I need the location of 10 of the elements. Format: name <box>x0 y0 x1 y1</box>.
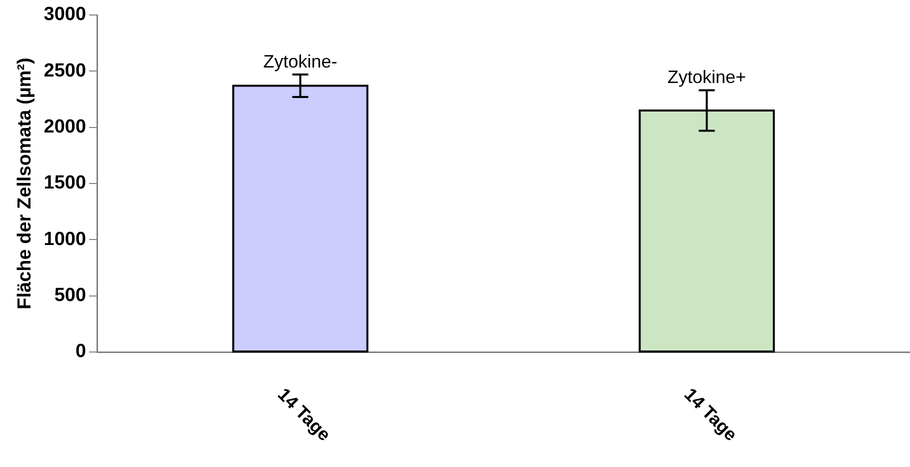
y-tick-label: 2500 <box>44 60 86 82</box>
y-tick-label: 1500 <box>44 172 86 194</box>
series-label: Zytokine+ <box>667 67 746 88</box>
y-tick-label: 0 <box>75 341 86 362</box>
series-label: Zytokine- <box>263 52 338 72</box>
y-tick-label: 1000 <box>44 228 86 250</box>
y-tick-label: 2000 <box>44 116 86 138</box>
y-tick-label: 3000 <box>44 4 86 26</box>
y-axis-title: Fläche der Zellsomata (µm²) <box>14 58 36 310</box>
y-tick-label: 500 <box>54 285 86 306</box>
